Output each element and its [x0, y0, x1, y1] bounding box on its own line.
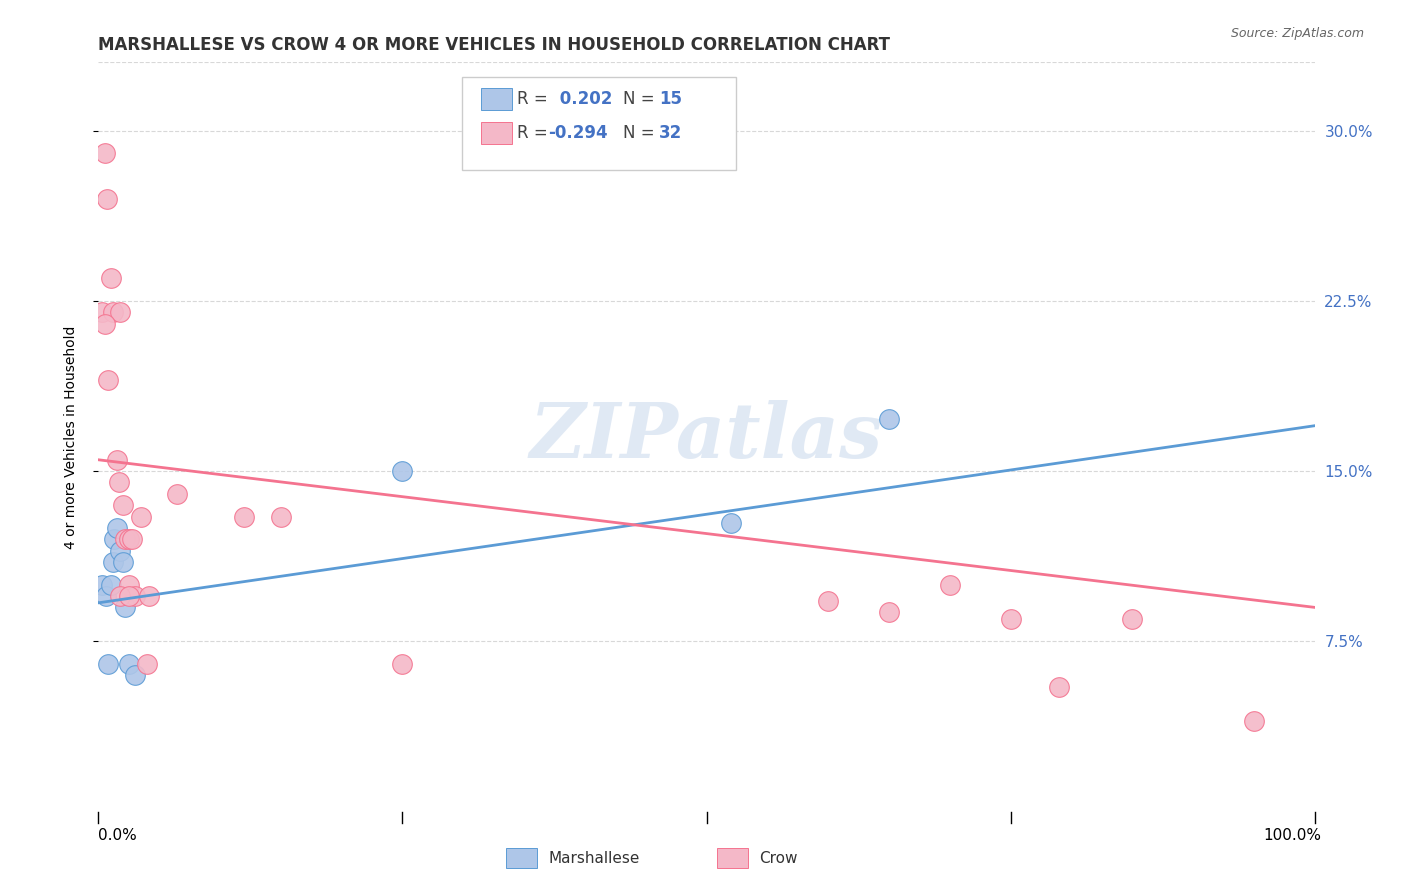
Point: [391, 464, 413, 478]
Text: 15: 15: [659, 90, 682, 108]
Point: [93, 146, 115, 161]
Point: [114, 600, 136, 615]
Point: [270, 509, 292, 524]
Point: [939, 577, 962, 591]
Point: [105, 452, 128, 467]
Point: [105, 521, 128, 535]
Point: [124, 668, 146, 682]
Point: [720, 516, 742, 531]
Point: [1000, 612, 1022, 626]
Point: [100, 271, 122, 285]
Point: [233, 509, 256, 524]
Point: [108, 475, 131, 490]
Point: [110, 589, 132, 603]
Point: [138, 589, 160, 603]
Point: [118, 589, 141, 603]
Point: [101, 555, 124, 569]
Point: [111, 498, 134, 512]
Text: Crow: Crow: [759, 851, 797, 865]
Text: R =: R =: [517, 90, 553, 108]
Point: [110, 305, 132, 319]
Text: MARSHALLESE VS CROW 4 OR MORE VEHICLES IN HOUSEHOLD CORRELATION CHART: MARSHALLESE VS CROW 4 OR MORE VEHICLES I…: [98, 36, 890, 54]
Text: 32: 32: [659, 124, 682, 142]
Point: [94, 589, 117, 603]
Point: [877, 412, 900, 426]
Point: [391, 657, 413, 672]
Text: 100.0%: 100.0%: [1264, 828, 1322, 843]
Text: N =: N =: [623, 90, 659, 108]
Point: [91, 305, 114, 319]
Point: [1243, 714, 1265, 728]
Point: [111, 555, 134, 569]
Point: [114, 533, 136, 547]
Text: Source: ZipAtlas.com: Source: ZipAtlas.com: [1230, 27, 1364, 40]
Point: [877, 605, 900, 619]
Point: [129, 509, 152, 524]
Point: [124, 589, 146, 603]
Point: [121, 533, 143, 547]
Point: [110, 543, 132, 558]
Point: [97, 657, 120, 672]
Point: [817, 593, 839, 607]
Point: [93, 317, 115, 331]
Point: [97, 373, 120, 387]
Point: [100, 577, 122, 591]
Point: [1121, 612, 1143, 626]
Text: 0.0%: 0.0%: [98, 828, 138, 843]
Point: [166, 487, 188, 501]
Point: [118, 577, 141, 591]
Text: R =: R =: [517, 124, 553, 142]
Text: -0.294: -0.294: [548, 124, 607, 142]
Point: [91, 577, 114, 591]
Point: [136, 657, 159, 672]
Point: [118, 657, 141, 672]
Point: [103, 533, 125, 547]
Point: [1047, 680, 1070, 694]
Text: ZIPatlas: ZIPatlas: [530, 401, 883, 474]
Point: [96, 192, 118, 206]
Text: 0.202: 0.202: [554, 90, 612, 108]
Text: N =: N =: [623, 124, 659, 142]
Point: [101, 305, 124, 319]
Text: Marshallese: Marshallese: [548, 851, 640, 865]
Y-axis label: 4 or more Vehicles in Household: 4 or more Vehicles in Household: [63, 326, 77, 549]
Point: [118, 533, 141, 547]
